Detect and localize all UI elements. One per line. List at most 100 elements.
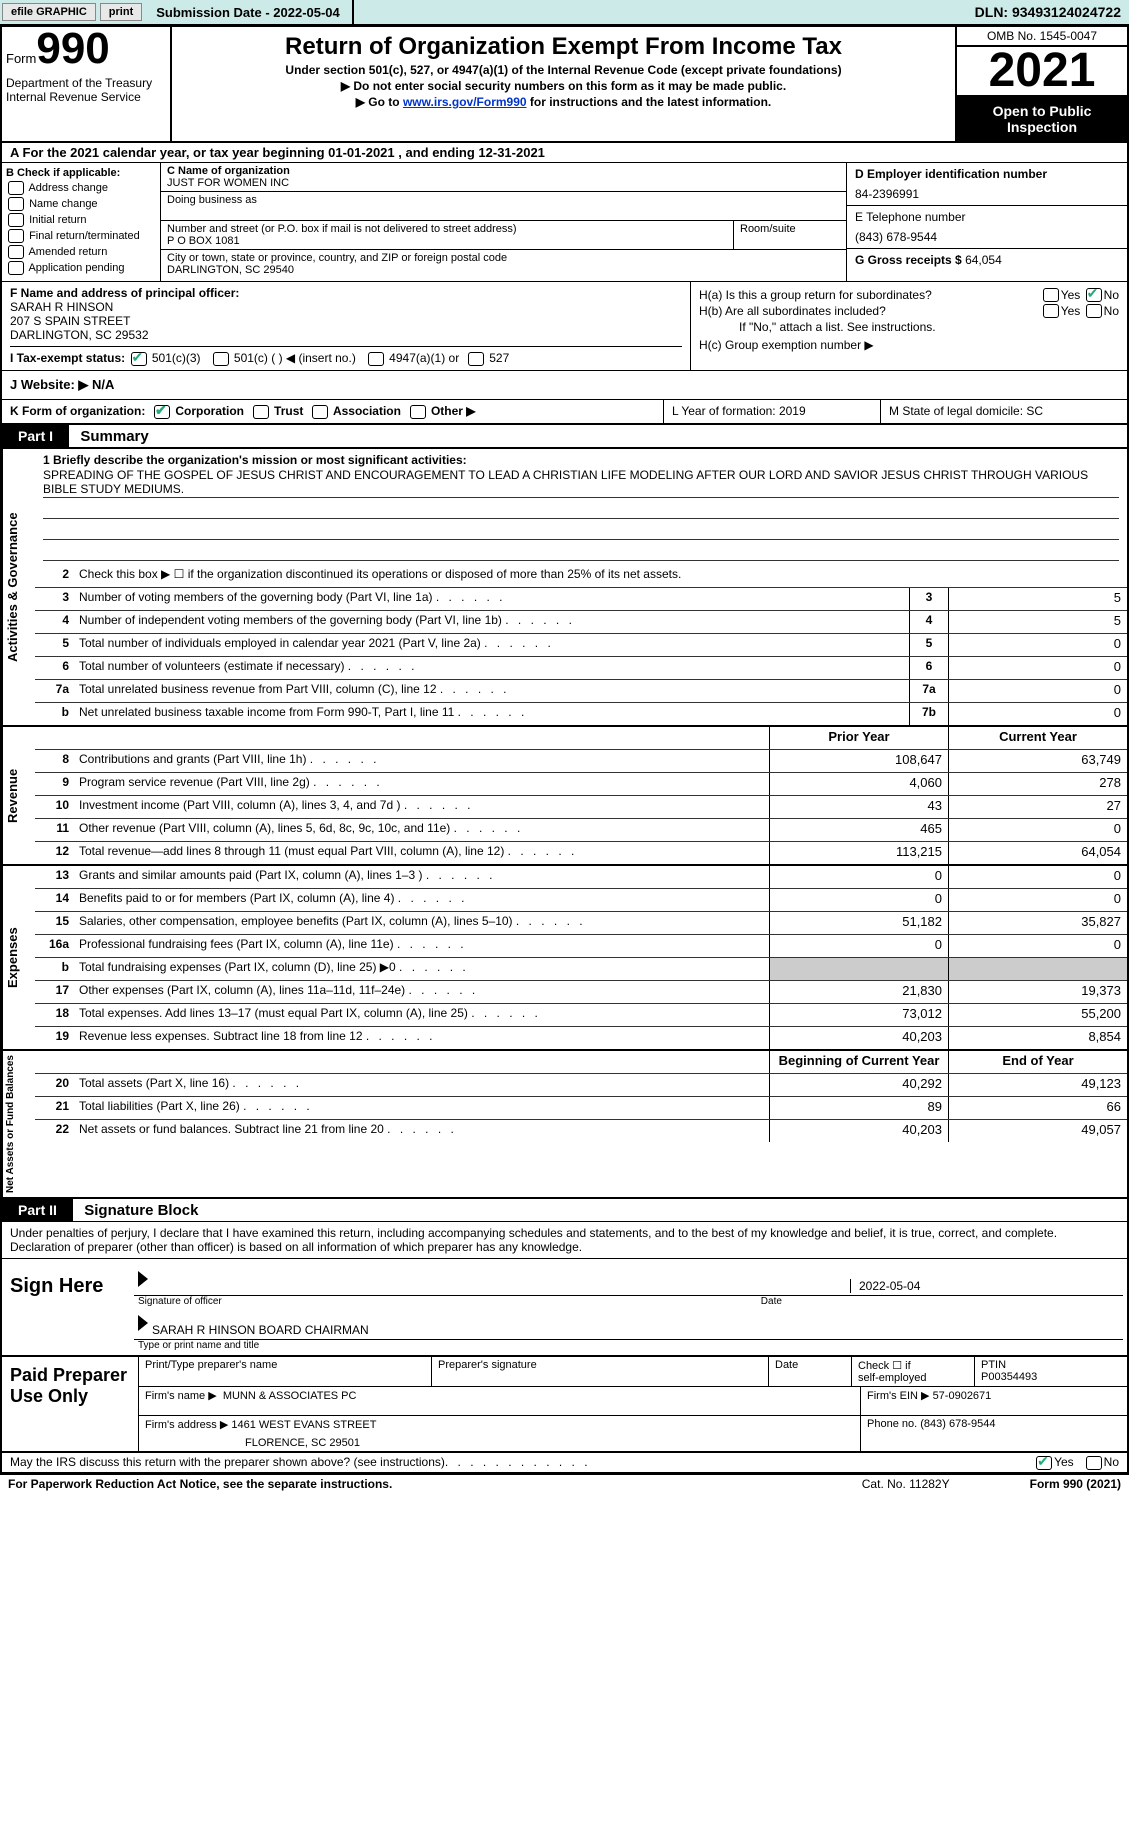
sig-arrow-icon-2 [138,1315,148,1331]
cb-initial-return[interactable]: Initial return [6,213,156,227]
cb-corporation[interactable] [154,405,170,419]
prior-year-value: 0 [769,935,948,957]
header-left: Form990 Department of the Treasury Inter… [2,27,172,141]
officer-addr2: DARLINGTON, SC 29532 [10,328,682,342]
officer-addr1: 207 S SPAIN STREET [10,314,682,328]
dba-cell: Doing business as [161,192,846,221]
hb-no[interactable] [1086,304,1102,318]
col-h-group: H(a) Is this a group return for subordin… [691,282,1127,370]
line-description: Number of voting members of the governin… [75,588,909,610]
cb-501c[interactable] [213,352,229,366]
cb-address-change[interactable]: Address change [6,181,156,195]
part-ii-badge: Part II [2,1199,73,1221]
mission-text: SPREADING OF THE GOSPEL OF JESUS CHRIST … [43,467,1119,498]
cb-final-return[interactable]: Final return/terminated [6,229,156,243]
revenue-section: Revenue Prior Year Current Year 8Contrib… [2,727,1127,866]
line-description: Total assets (Part X, line 16) . . . . .… [75,1074,769,1096]
side-label-net: Net Assets or Fund Balances [2,1051,35,1197]
table-row: 2Check this box ▶ ☐ if the organization … [35,565,1127,588]
cb-501c3[interactable] [131,352,147,366]
current-year-value: 64,054 [948,842,1127,864]
gross-value: 64,054 [965,253,1002,267]
table-row: 13Grants and similar amounts paid (Part … [35,866,1127,889]
line-box: 4 [909,611,948,633]
row-j-website: J Website: ▶ N/A [2,371,1127,400]
row-l-formation: L Year of formation: 2019 [663,400,880,423]
cb-association[interactable] [312,405,328,419]
table-row: 22Net assets or fund balances. Subtract … [35,1120,1127,1142]
current-year-value: 19,373 [948,981,1127,1003]
cb-name-change[interactable]: Name change [6,197,156,211]
preparer-date-label: Date [769,1357,852,1386]
line-number: 18 [35,1004,75,1026]
hb-yes[interactable] [1043,304,1059,318]
open-to-public: Open to Public Inspection [957,97,1127,141]
table-row: 17Other expenses (Part IX, column (A), l… [35,981,1127,1004]
addr-row: Number and street (or P.O. box if mail i… [161,221,846,250]
beg-year-header: Beginning of Current Year [769,1051,948,1073]
org-name-label: C Name of organization [167,165,840,177]
line-number: b [35,958,75,980]
prior-year-value: 0 [769,866,948,888]
cb-other[interactable] [410,405,426,419]
paid-preparer-block: Paid Preparer Use Only Print/Type prepar… [2,1357,1127,1453]
efile-graphic-button[interactable]: efile GRAPHIC [2,3,96,21]
cb-4947[interactable] [368,352,384,366]
line-description: Salaries, other compensation, employee b… [75,912,769,934]
prior-year-header: Prior Year [769,727,948,749]
col-b-label: B Check if applicable: [6,167,156,179]
discuss-row: May the IRS discuss this return with the… [2,1453,1127,1473]
line-number: 17 [35,981,75,1003]
line-description: Total revenue—add lines 8 through 11 (mu… [75,842,769,864]
line-box: 7a [909,680,948,702]
part-i-badge: Part I [2,425,69,447]
sig-sub-2: Type or print name and title [134,1340,1123,1351]
ein-value: 84-2396991 [855,187,1119,201]
line-description: Grants and similar amounts paid (Part IX… [75,866,769,888]
phone-value: (843) 678-9544 [855,230,1119,244]
gross-cell: G Gross receipts $ 64,054 [847,249,1127,281]
prior-year-value: 113,215 [769,842,948,864]
line-description: Total number of individuals employed in … [75,634,909,656]
firm-ein-cell: Firm's EIN ▶ 57-0902671 [861,1387,1127,1415]
top-bar: efile GRAPHIC print Submission Date - 20… [0,0,1129,25]
line-number: 5 [35,634,75,656]
header-right: OMB No. 1545-0047 2021 Open to Public In… [955,27,1127,141]
tax-exempt-row: I Tax-exempt status: 501(c)(3) 501(c) ( … [10,346,682,366]
prior-year-value: 40,292 [769,1074,948,1096]
cb-trust[interactable] [253,405,269,419]
print-button[interactable]: print [100,3,142,21]
footer-left: For Paperwork Reduction Act Notice, see … [8,1477,392,1491]
table-row: 14Benefits paid to or for members (Part … [35,889,1127,912]
table-row: 16aProfessional fundraising fees (Part I… [35,935,1127,958]
line-description: Investment income (Part VIII, column (A)… [75,796,769,818]
table-row: bTotal fundraising expenses (Part IX, co… [35,958,1127,981]
cb-amended-return[interactable]: Amended return [6,245,156,259]
cb-527[interactable] [468,352,484,366]
form-subtitle: Under section 501(c), 527, or 4947(a)(1)… [180,63,947,77]
current-year-value: 63,749 [948,750,1127,772]
dba-label: Doing business as [167,194,840,206]
discuss-no-cb[interactable] [1086,1456,1102,1470]
irs-link[interactable]: www.irs.gov/Form990 [403,95,527,109]
table-row: 20Total assets (Part X, line 16) . . . .… [35,1074,1127,1097]
sign-here-label: Sign Here [2,1259,118,1355]
ha-yes[interactable] [1043,288,1059,302]
city-cell: City or town, state or province, country… [161,250,846,278]
current-year-value: 0 [948,935,1127,957]
form-note-1: ▶ Do not enter social security numbers o… [180,79,947,93]
rev-header-row: Prior Year Current Year [35,727,1127,750]
prior-year-value: 0 [769,889,948,911]
org-name-cell: C Name of organization JUST FOR WOMEN IN… [161,163,846,192]
side-label-exp: Expenses [2,866,35,1049]
current-year-value [948,958,1127,980]
ha-no[interactable] [1086,288,1102,302]
sig-officer-line: 2022-05-04 [134,1263,1123,1296]
table-row: 4Number of independent voting members of… [35,611,1127,634]
part-ii-title: Signature Block [76,1202,198,1219]
cb-application-pending[interactable]: Application pending [6,261,156,275]
discuss-yes-cb[interactable] [1036,1456,1052,1470]
hb-label: H(b) Are all subordinates included? [699,304,1041,318]
org-name: JUST FOR WOMEN INC [167,177,840,189]
col-de: D Employer identification number 84-2396… [846,163,1127,281]
